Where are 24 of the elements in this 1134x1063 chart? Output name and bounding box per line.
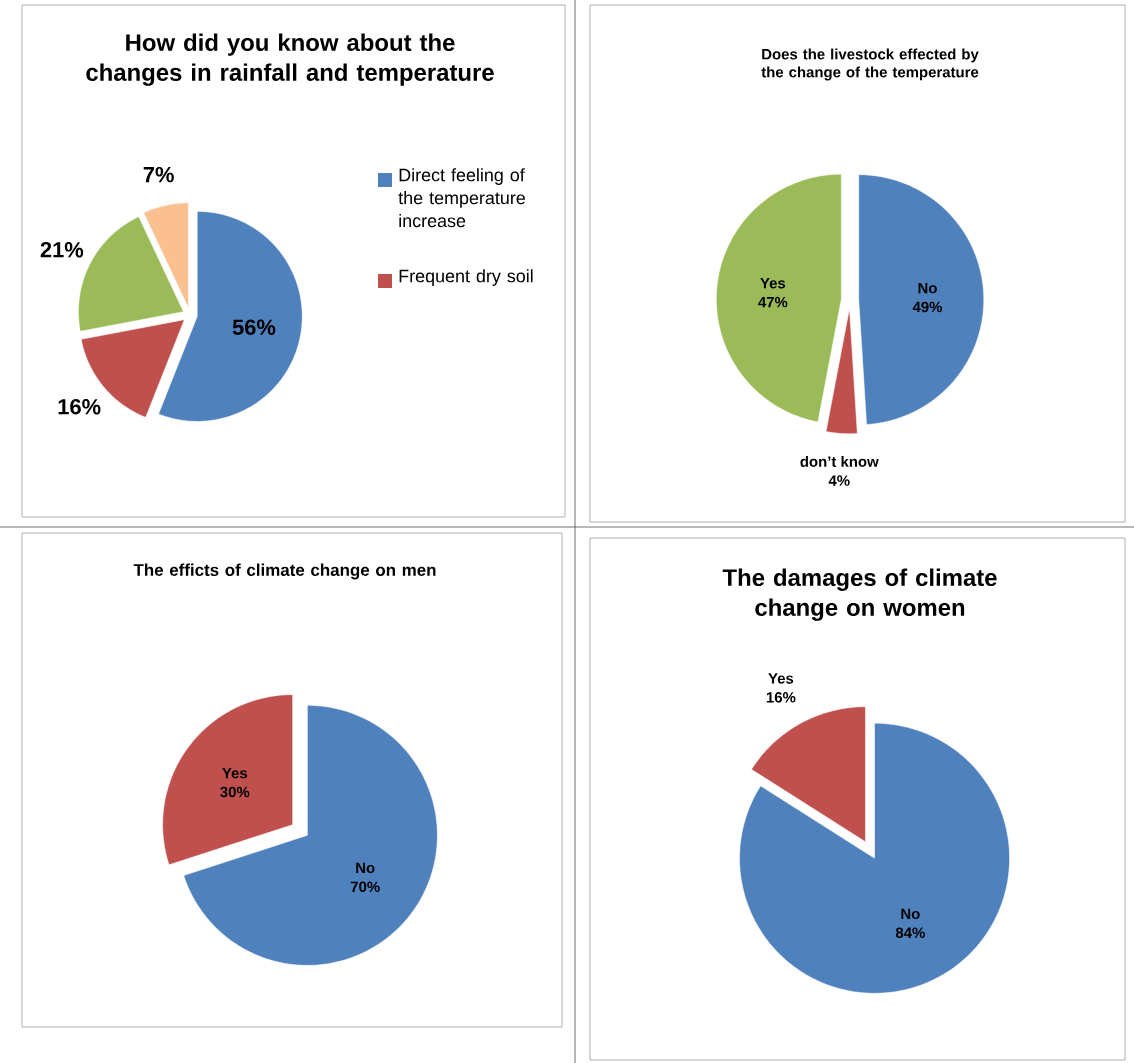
chart-title: How did you know about the changes in rainfall and temperature (86, 33, 494, 86)
slice-label: Yes (768, 673, 794, 684)
data-label: 16% (58, 398, 101, 415)
chart-title: The efficts of climate change on men (133, 563, 436, 580)
data-label: 56% (232, 319, 276, 335)
chart-title: Does the livestock effected by the change of the temperature (761, 48, 979, 81)
data-label: 70% (350, 881, 380, 893)
data-label: 30% (220, 786, 250, 798)
slice-label: No (918, 282, 937, 294)
legend-label: Frequent dry soil (399, 269, 533, 286)
slice-label: Yes (222, 767, 248, 779)
data-label: 47% (758, 296, 788, 308)
data-label: 16% (766, 692, 796, 703)
slice-label: don’t know (800, 455, 879, 467)
data-label: 21% (40, 241, 84, 258)
legend-label: Direct feeling of the temperature increase (398, 168, 525, 228)
slice-label: No (356, 862, 375, 874)
slice-label: Yes (760, 278, 786, 289)
chart-title: The damages of climate change on women (722, 568, 997, 621)
data-label: 84% (895, 927, 925, 939)
slice-label: No (901, 908, 920, 920)
data-label: 7% (143, 166, 174, 183)
data-label: 49% (912, 301, 943, 313)
data-label: 4% (828, 475, 850, 486)
